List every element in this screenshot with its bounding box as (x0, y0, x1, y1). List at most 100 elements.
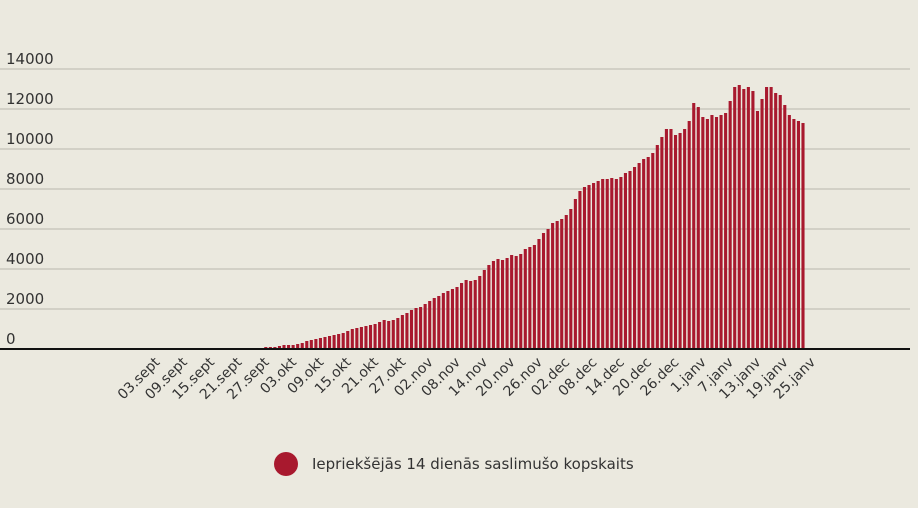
bar (628, 171, 632, 349)
bar (728, 101, 732, 349)
bar (482, 270, 486, 349)
bar (537, 239, 541, 349)
y-tick-label: 12000 (6, 90, 54, 108)
bar (450, 289, 455, 349)
bar (683, 129, 687, 349)
y-tick-label: 4000 (6, 250, 44, 268)
bar (774, 93, 778, 349)
bar (687, 121, 691, 349)
bar (378, 322, 382, 349)
bar (350, 329, 354, 349)
bar (455, 287, 459, 349)
bar (692, 103, 696, 349)
bar (701, 117, 705, 349)
bar (432, 298, 436, 349)
bar (619, 177, 623, 349)
legend-label: Iepriekšējās 14 dienās saslimušo kopskai… (312, 455, 634, 473)
bar (487, 265, 491, 349)
bar (500, 260, 505, 349)
bar (555, 221, 559, 349)
bar (546, 229, 550, 349)
bar (387, 321, 391, 349)
bar (473, 280, 477, 349)
bar (419, 307, 423, 349)
bar (510, 255, 514, 349)
y-tick-label: 14000 (6, 50, 54, 68)
bar (746, 87, 750, 349)
legend-marker (274, 452, 298, 476)
bar (291, 345, 295, 349)
bar (327, 336, 332, 349)
bar (705, 119, 709, 349)
bar (491, 261, 495, 349)
bar (660, 137, 664, 349)
bar (614, 179, 618, 349)
bar (464, 280, 468, 349)
bar (696, 107, 700, 349)
bar (505, 258, 509, 349)
bar (587, 185, 591, 349)
bar (414, 308, 418, 349)
bar (391, 320, 395, 349)
bar (637, 163, 641, 349)
bar (742, 89, 746, 349)
bar (582, 187, 587, 349)
x-axis-tick-labels: 03.sept09.sept15.sept21.sept27.sept03.ok… (115, 354, 819, 403)
bar (478, 276, 482, 349)
bar (423, 304, 427, 349)
bar (678, 133, 682, 349)
bar (446, 291, 450, 349)
bar (528, 247, 532, 349)
bar (318, 338, 322, 349)
bars (155, 85, 805, 349)
bar (282, 345, 286, 349)
bar (346, 331, 350, 349)
bar (409, 310, 414, 349)
bar (755, 111, 760, 349)
bar (778, 95, 782, 349)
bar (541, 233, 546, 349)
bar (578, 191, 582, 349)
bar (573, 199, 577, 349)
bar (323, 337, 327, 349)
bar (719, 115, 723, 349)
bar (314, 339, 318, 349)
legend: Iepriekšējās 14 dienās saslimušo kopskai… (274, 452, 634, 476)
bar (610, 178, 614, 349)
bar (437, 296, 441, 349)
bar (801, 123, 805, 349)
bar (332, 335, 336, 349)
bar (551, 223, 555, 349)
bar (441, 293, 445, 349)
grid-lines (0, 68, 910, 310)
bar (751, 91, 755, 349)
bar (605, 179, 609, 349)
bar (792, 119, 796, 349)
bar (305, 341, 309, 349)
bar (592, 183, 596, 349)
bar (287, 345, 291, 349)
bar (623, 173, 627, 349)
bar (564, 215, 568, 349)
bar (633, 167, 637, 349)
bar (277, 346, 282, 349)
bar (309, 340, 313, 349)
bar (733, 87, 737, 349)
bar (428, 301, 432, 349)
bar (596, 181, 600, 349)
bar (651, 153, 655, 349)
bar (769, 87, 773, 349)
bar (364, 326, 368, 349)
bar (300, 343, 304, 349)
bar (460, 283, 464, 349)
y-tick-label: 10000 (6, 130, 54, 148)
bar (569, 209, 573, 349)
bar (664, 129, 668, 349)
bar (642, 159, 646, 349)
bar (400, 315, 404, 349)
bar (368, 325, 373, 349)
bar (601, 179, 605, 349)
bar (783, 105, 787, 349)
bar (341, 333, 345, 349)
